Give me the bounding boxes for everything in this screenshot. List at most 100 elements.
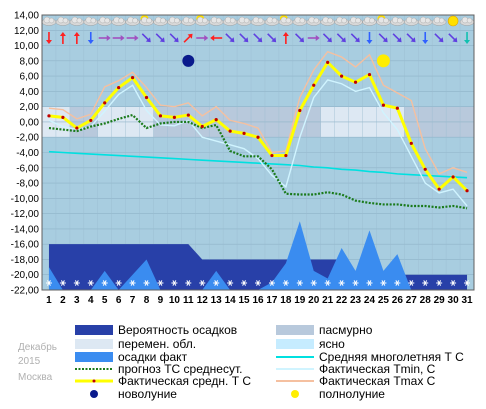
y-tick-label: -16,00 [11, 240, 40, 251]
snowflake-stroke [367, 280, 372, 286]
snowflake-icon [87, 280, 94, 286]
x-tick-label: 31 [461, 295, 473, 306]
cloud-shape [313, 17, 319, 24]
y-tick-label: -18,00 [11, 255, 40, 266]
cloud-shape [188, 17, 194, 24]
wind-arrow-head [366, 40, 373, 44]
wind-arrow-icon [155, 33, 165, 43]
y-tick-label: 4,00 [20, 87, 40, 98]
y-tick-label: 12,00 [14, 26, 39, 37]
series-line-forecast [48, 113, 468, 210]
snowflake-stroke [283, 280, 288, 286]
legend-label-variable-cloud: перемен. обл. [118, 337, 196, 351]
y-tick-label: -10,00 [11, 194, 40, 205]
cloud-icon [404, 16, 419, 26]
tavg-point [172, 115, 176, 119]
cloud-icon [97, 16, 112, 26]
legend-swatch-full-moon [291, 390, 299, 398]
snow-markers [45, 280, 471, 286]
snowflake-icon [282, 280, 289, 286]
snowflake-icon [366, 280, 373, 286]
wind-arrow-head [173, 37, 179, 43]
wind-arrow-head [210, 35, 215, 41]
x-tick-label: 24 [364, 295, 376, 306]
wind-arrow-head [257, 37, 263, 43]
wind-arrow-head [382, 37, 388, 43]
cloud-shape [132, 17, 138, 24]
snowflake-stroke [409, 280, 414, 286]
snowflake-icon [255, 280, 261, 286]
wind-arrow-icon [392, 33, 402, 43]
x-tick-label: 19 [294, 295, 306, 306]
y-tick-label: -4,00 [16, 148, 39, 159]
cloud-shape [90, 17, 96, 24]
wind-arrow-head [145, 37, 151, 43]
wind-arrow-icon [126, 35, 139, 41]
x-tick-label: 17 [266, 295, 278, 306]
wind-arrow-icon [282, 32, 289, 44]
wind-arrow-head [229, 37, 235, 43]
wind-arrow-icon [73, 32, 80, 44]
tavg-point [242, 131, 246, 136]
tavg-point [423, 167, 427, 171]
x-axis-ticks: 1 2 3 4 5 6 7 8 9 10 11 12 13 14 15 16 17 18 19 20 21 22 23 24 2… [46, 295, 473, 306]
city-label: Москва [18, 372, 53, 383]
x-tick-label: 26 [392, 295, 404, 306]
wind-arrow-head [134, 35, 139, 41]
plot-frame [41, 14, 475, 291]
legend-label-tmin: Фактическая Tmin, С [319, 362, 436, 376]
wind-arrow-head [299, 37, 305, 43]
x-tick-label: 3 [74, 295, 80, 306]
x-tick-label: 27 [406, 295, 418, 306]
cloud-shape [215, 17, 222, 24]
y-tick-label: -2,00 [16, 133, 39, 144]
cloud-icon [167, 16, 182, 26]
cloud-shape [397, 17, 403, 24]
wind-arrow-icon [378, 33, 388, 43]
snowflake-stroke [423, 280, 428, 286]
wind-arrow-head [120, 35, 125, 41]
snowflake-stroke [381, 280, 386, 286]
wind-arrow-icon [366, 32, 373, 44]
snowflake-stroke [353, 280, 358, 286]
snowflake-stroke [102, 280, 107, 286]
cloud-icon [236, 16, 252, 26]
tavg-point [200, 124, 204, 129]
y-tick-label: 0,00 [20, 117, 40, 128]
wind-arrow-head [271, 37, 277, 43]
snowflake-stroke [144, 280, 149, 286]
cloud-shape [62, 17, 69, 24]
snowflake-icon [185, 280, 192, 286]
snowflake-stroke [437, 280, 442, 286]
wind-arrow-icon [422, 32, 429, 44]
x-tick-label: 2 [60, 295, 66, 306]
wind-arrow-head [243, 37, 249, 43]
snowflake-icon [394, 280, 401, 286]
legend-swatch-tavg-marker [92, 379, 96, 383]
wind-arrow-icon [183, 33, 193, 43]
snowflake-stroke [88, 280, 93, 286]
cloud-shape [341, 17, 347, 24]
tavg-point [298, 108, 302, 113]
tavg-point [130, 76, 135, 80]
cloud-shape [425, 17, 431, 24]
wind-arrow-head [354, 37, 360, 43]
snowflake-stroke [270, 280, 274, 286]
series-line-climate [48, 150, 468, 179]
wind-arrow-head [282, 32, 289, 36]
wind-arrow-icon [406, 33, 416, 43]
tavg-point [186, 113, 190, 117]
snowflake-stroke [172, 280, 177, 286]
wind-arrow-icon [448, 33, 458, 43]
tavg-point [353, 80, 358, 84]
x-tick-label: 22 [336, 295, 348, 306]
x-tick-label: 23 [350, 295, 362, 306]
cloud-shape [411, 17, 417, 24]
legend-swatch-precip-prob [75, 325, 113, 335]
legend-label-new-moon: новолуние [118, 387, 177, 401]
wind-arrow-icon [253, 33, 263, 43]
snowflake-icon [450, 280, 457, 286]
wind-arrow-icon [434, 33, 444, 43]
snowflake-icon [436, 280, 443, 286]
